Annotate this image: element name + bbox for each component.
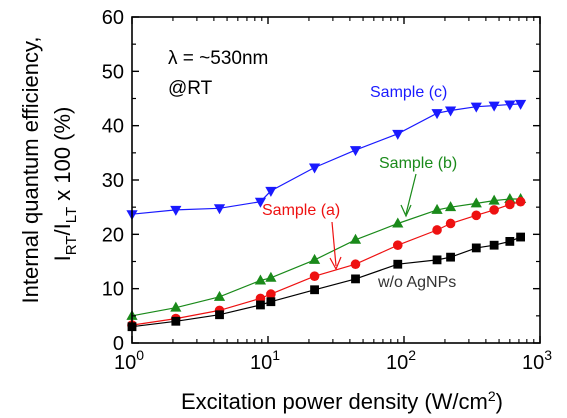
data-point: [393, 240, 403, 250]
y-axis-label-line2: IRT/ILT x 100 (%): [50, 107, 80, 262]
data-point: [505, 200, 515, 210]
x-axis-label: Excitation power density (W/cm2): [181, 388, 503, 414]
y-tick-label: 50: [102, 61, 124, 83]
x-tick-label: 102: [386, 347, 416, 374]
y-tick-label: 10: [102, 279, 124, 301]
pointer-b-head: [401, 205, 411, 216]
x-axis-label-tail: ): [496, 389, 503, 414]
series-label-without-agnps: w/o AgNPs: [377, 274, 456, 291]
data-point: [431, 109, 442, 119]
pointer-a: [332, 222, 336, 266]
data-point: [505, 237, 514, 246]
data-point: [489, 205, 499, 215]
pointer-b: [406, 174, 416, 214]
x-axis-label-sup: 2: [488, 388, 496, 404]
y-tick-label: 40: [102, 116, 124, 138]
data-point: [351, 274, 360, 283]
data-point: [171, 317, 180, 326]
data-point: [309, 164, 320, 174]
data-point: [214, 204, 225, 214]
series-label-sample-b: Sample (b): [379, 155, 457, 172]
data-point: [256, 301, 265, 310]
data-point: [471, 211, 481, 221]
y-axis-label-line1: Internal quantum efficiency,: [18, 36, 43, 303]
series-label-sample-a: Sample (a): [262, 202, 340, 219]
data-point: [446, 219, 456, 229]
data-point: [504, 100, 515, 110]
data-point: [490, 241, 499, 250]
data-point: [309, 254, 320, 264]
data-point: [446, 253, 455, 262]
data-point: [215, 310, 224, 319]
data-point: [310, 271, 320, 281]
x-axis-label-main: Excitation power density (W/cm: [181, 389, 488, 414]
temperature-annotation: @RT: [168, 78, 213, 99]
data-point: [472, 244, 481, 253]
data-point: [515, 100, 526, 110]
wavelength-annotation: λ = ~530nm: [168, 48, 268, 69]
data-point: [351, 259, 361, 269]
series-label-sample-c: Sample (c): [370, 84, 447, 101]
data-point: [433, 255, 442, 264]
y-tick-label: 20: [102, 224, 124, 246]
series-line: [132, 202, 521, 325]
series-line: [132, 104, 521, 214]
data-point: [310, 285, 319, 294]
data-point: [266, 297, 275, 306]
data-point: [489, 102, 500, 112]
y-tick-label: 60: [102, 7, 124, 29]
series-line: [132, 237, 521, 327]
x-tick-label: 101: [250, 347, 280, 374]
y-tick-label: 30: [102, 170, 124, 192]
x-tick-label: 103: [522, 347, 552, 374]
x-tick-label: 100: [114, 347, 144, 374]
data-point: [516, 233, 525, 242]
data-point: [516, 197, 526, 207]
data-point: [432, 225, 442, 235]
data-point: [393, 260, 402, 269]
